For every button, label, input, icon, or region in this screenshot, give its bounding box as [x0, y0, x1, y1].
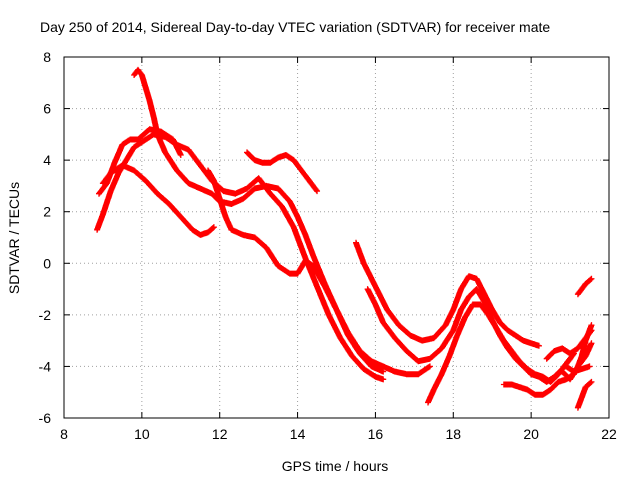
plus-markers	[94, 131, 387, 383]
plus-markers	[353, 239, 542, 349]
x-axis-label: GPS time / hours	[282, 458, 389, 474]
plus-markers	[205, 167, 387, 375]
data-markers	[94, 66, 595, 411]
series-arc-4	[99, 162, 217, 238]
series-arc-7	[353, 239, 542, 349]
series-arc-14	[574, 275, 595, 298]
y-tick-label: -6	[39, 410, 52, 426]
chart-title: Day 250 of 2014, Sidereal Day-to-day VTE…	[40, 19, 550, 35]
x-tick-label: 16	[368, 426, 384, 442]
series-arc-1	[94, 131, 387, 383]
x-tick-label: 14	[290, 426, 306, 442]
plus-markers	[574, 378, 595, 411]
series-arc-2	[96, 126, 184, 197]
x-tick-label: 8	[60, 426, 68, 442]
y-tick-label: 8	[43, 49, 51, 65]
y-tick-label: 4	[43, 152, 51, 168]
plot-frame	[63, 56, 610, 419]
x-tick-label: 18	[445, 426, 461, 442]
plot-border	[63, 56, 610, 419]
y-tick-label: 2	[43, 204, 51, 220]
y-tick-label: -4	[39, 358, 52, 374]
y-tick-label: -2	[39, 307, 52, 323]
series-arc-6	[244, 149, 321, 195]
plus-markers	[96, 126, 184, 197]
series-arc-13	[574, 378, 595, 411]
grid	[64, 57, 609, 418]
plus-markers	[563, 363, 593, 375]
y-axis-label: SDTVAR / TECUs	[6, 182, 22, 294]
series-arc-15	[574, 322, 595, 370]
plus-markers	[99, 162, 217, 238]
series-arc-9	[425, 301, 577, 406]
y-tick-label: 0	[43, 255, 51, 271]
plus-markers	[574, 275, 595, 298]
axis-ticks: 8 10 12 14 16 18 20 22 -6 -4 -2 0 2 4 6 8	[39, 49, 617, 442]
x-tick-label: 22	[601, 426, 617, 442]
plus-markers	[425, 301, 577, 406]
y-tick-label: 6	[43, 101, 51, 117]
series-arc-16	[563, 363, 593, 375]
x-tick-label: 10	[134, 426, 150, 442]
plus-markers	[244, 149, 321, 195]
series-arc-5	[205, 167, 387, 375]
plus-markers	[574, 322, 595, 370]
x-tick-label: 12	[212, 426, 228, 442]
x-tick-label: 20	[523, 426, 539, 442]
